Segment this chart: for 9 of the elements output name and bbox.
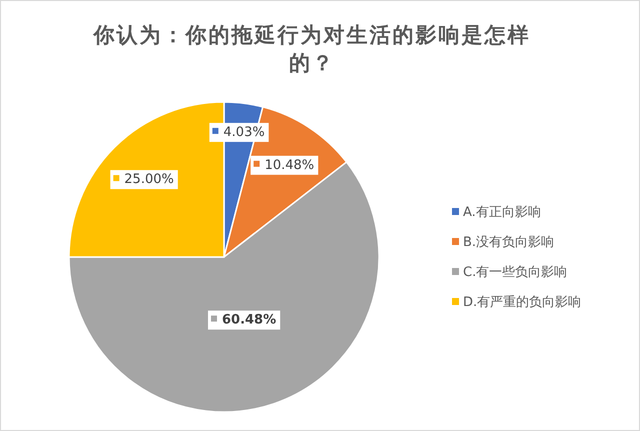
data-label: 60.48% (222, 312, 276, 328)
data-label: 25.00% (124, 172, 174, 188)
data-label: 4.03% (223, 124, 265, 140)
legend-label: D.有严重的负向影响 (463, 295, 582, 310)
legend-label: A.有正向影响 (463, 205, 541, 220)
data-label: 10.48% (264, 158, 314, 173)
chart-title: 你认为：你的拖延行为对生活的影响是怎样的？ (92, 23, 530, 75)
legend-label: B.没有负向影响 (463, 235, 554, 250)
legend-label: C.有一些负向影响 (463, 265, 568, 280)
